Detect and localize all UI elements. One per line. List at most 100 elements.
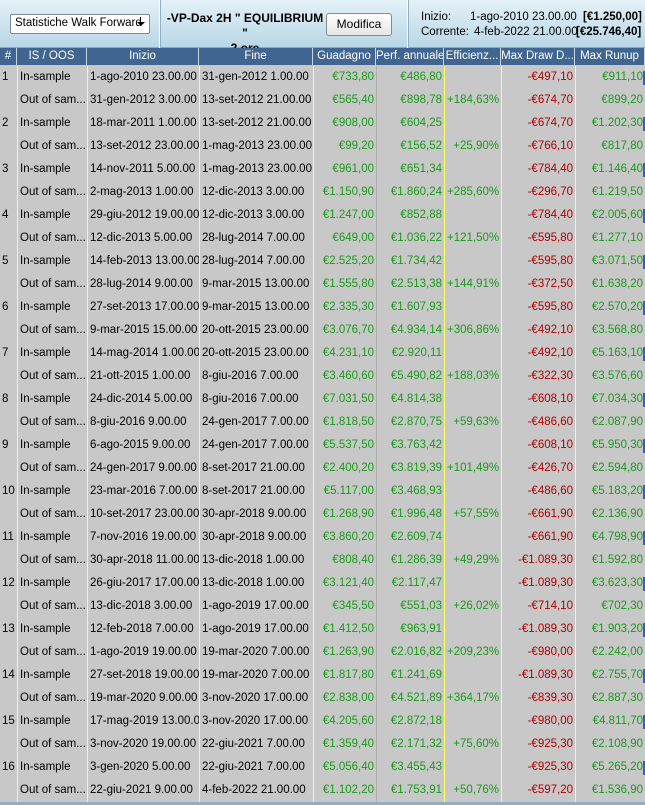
start-date: 23-mar-2016 7.00.00 bbox=[87, 480, 199, 503]
max-drawdown: -€497,10 bbox=[501, 66, 575, 89]
table-row[interactable]: 13 In-sample 12-feb-2018 7.00.00 1-ago-2019… bbox=[0, 618, 645, 641]
column-header[interactable]: Guadagno bbox=[313, 48, 376, 65]
column-header[interactable]: Inizio bbox=[87, 48, 199, 65]
annual-perf: €3.455,43 bbox=[376, 756, 444, 779]
row-number: 13 bbox=[2, 623, 15, 635]
row-number: 16 bbox=[2, 761, 15, 773]
table-row[interactable]: 11 In-sample 7-nov-2016 19.00.00 30-apr-201… bbox=[0, 526, 645, 549]
column-header[interactable]: Max Runup bbox=[575, 48, 645, 65]
efficiency bbox=[444, 664, 501, 687]
column-header[interactable]: Efficienz... bbox=[444, 48, 501, 65]
table-row[interactable]: Out of sam... 19-mar-2020 9.00.00 3-nov-20… bbox=[0, 687, 645, 710]
modify-button[interactable]: Modifica bbox=[326, 13, 392, 36]
annual-perf: €3.819,39 bbox=[376, 457, 444, 480]
sample-type: In-sample bbox=[17, 480, 87, 503]
efficiency: +364,17% bbox=[444, 687, 501, 710]
profit: €5.117,00 bbox=[313, 480, 376, 503]
table-row[interactable]: 9 In-sample 6-ago-2015 9.00.00 24-gen-2017 … bbox=[0, 434, 645, 457]
max-drawdown: -€608,10 bbox=[501, 388, 575, 411]
table-row[interactable]: 14 In-sample 27-set-2018 19.00.00 19-mar-20… bbox=[0, 664, 645, 687]
row-number bbox=[0, 365, 17, 388]
sample-type: Out of sam... bbox=[17, 135, 87, 158]
start-date: 1-ago-2010 23.00.00 bbox=[87, 66, 199, 89]
table-row[interactable]: 7 In-sample 14-mag-2014 1.00.00 20-ott-2015… bbox=[0, 342, 645, 365]
annual-perf: €486,80 bbox=[376, 66, 444, 89]
column-header[interactable]: IS / OOS bbox=[17, 48, 87, 65]
end-date: 28-lug-2014 7.00.00 bbox=[199, 250, 313, 273]
annual-perf: €2.117,47 bbox=[376, 572, 444, 595]
profit: €5.537,50 bbox=[313, 434, 376, 457]
sample-type: Out of sam... bbox=[17, 549, 87, 572]
max-runup: €3.071,50 bbox=[575, 250, 645, 273]
annual-perf: €4.814,38 bbox=[376, 388, 444, 411]
row-marker bbox=[643, 117, 645, 131]
column-header[interactable]: # bbox=[0, 48, 17, 65]
table-row[interactable]: Out of sam... 28-lug-2014 9.00.00 9-mar-20… bbox=[0, 273, 645, 296]
end-date: 9-mar-2015 13.00.00 bbox=[199, 296, 313, 319]
row-number: 3 bbox=[2, 163, 9, 175]
table-row[interactable]: 10 In-sample 23-mar-2016 7.00.00 8-set-2017… bbox=[0, 480, 645, 503]
efficiency bbox=[444, 480, 501, 503]
table-row[interactable]: Out of sam... 9-mar-2015 15.00.00 20-ott-2… bbox=[0, 319, 645, 342]
annual-perf: €651,34 bbox=[376, 158, 444, 181]
start-date: 10-set-2017 23.00.00 bbox=[87, 503, 199, 526]
end-date: 13-set-2012 21.00.00 bbox=[199, 89, 313, 112]
table-row[interactable]: 8 In-sample 24-dic-2014 5.00.00 8-giu-2016 … bbox=[0, 388, 645, 411]
profit: €1.263,90 bbox=[313, 641, 376, 664]
end-date: 8-set-2017 21.00.00 bbox=[199, 480, 313, 503]
table-row[interactable]: 5 In-sample 14-feb-2013 13.00.00 28-lug-201… bbox=[0, 250, 645, 273]
profit: €2.525,20 bbox=[313, 250, 376, 273]
annual-perf: €2.513,38 bbox=[376, 273, 444, 296]
table-row[interactable]: 16 In-sample 3-gen-2020 5.00.00 22-giu-2021… bbox=[0, 756, 645, 779]
sample-type: Out of sam... bbox=[17, 503, 87, 526]
column-header[interactable]: Perf. annuale bbox=[376, 48, 444, 65]
table-row[interactable]: 3 In-sample 14-nov-2011 5.00.00 1-mag-2013 … bbox=[0, 158, 645, 181]
table-row[interactable]: Out of sam... 13-dic-2018 3.00.00 1-ago-20… bbox=[0, 595, 645, 618]
start-date: 13-set-2012 23.00.00 bbox=[87, 135, 199, 158]
row-number bbox=[0, 779, 17, 802]
table-row[interactable]: Out of sam... 31-gen-2012 3.00.00 13-set-2… bbox=[0, 89, 645, 112]
max-drawdown: -€486,60 bbox=[501, 480, 575, 503]
start-label: Inizio: bbox=[421, 11, 452, 23]
annual-perf: €3.763,42 bbox=[376, 434, 444, 457]
annual-perf: €2.872,18 bbox=[376, 710, 444, 733]
annual-perf: €604,25 bbox=[376, 112, 444, 135]
table-row[interactable]: 4 In-sample 29-giu-2012 19.00.00 12-dic-201… bbox=[0, 204, 645, 227]
sample-type: In-sample bbox=[17, 710, 87, 733]
view-dropdown[interactable]: Statistiche Walk Forward bbox=[10, 14, 150, 34]
table-row[interactable]: Out of sam... 22-giu-2021 9.00.00 4-feb-20… bbox=[0, 779, 645, 802]
table-row[interactable]: Out of sam... 30-apr-2018 11.00.00 13-dic-… bbox=[0, 549, 645, 572]
start-date: 28-lug-2014 9.00.00 bbox=[87, 273, 199, 296]
column-header[interactable]: Max Draw D... bbox=[501, 48, 575, 65]
end-date: 30-apr-2018 9.00.00 bbox=[199, 503, 313, 526]
max-runup: €3.568,80 bbox=[575, 319, 645, 342]
row-number bbox=[0, 273, 17, 296]
max-runup: €899,20 bbox=[575, 89, 645, 112]
row-number: 7 bbox=[2, 347, 9, 359]
table-row[interactable]: Out of sam... 13-set-2012 23.00.00 1-mag-2… bbox=[0, 135, 645, 158]
end-date: 8-giu-2016 7.00.00 bbox=[199, 365, 313, 388]
table-row[interactable]: 1 In-sample 1-ago-2010 23.00.00 31-gen-2012… bbox=[0, 66, 645, 89]
efficiency bbox=[444, 618, 501, 641]
efficiency bbox=[444, 710, 501, 733]
efficiency bbox=[444, 66, 501, 89]
max-drawdown: -€296,70 bbox=[501, 181, 575, 204]
row-marker bbox=[643, 439, 645, 453]
efficiency: +209,23% bbox=[444, 641, 501, 664]
table-row[interactable]: 12 In-sample 26-giu-2017 17.00.00 13-dic-20… bbox=[0, 572, 645, 595]
table-row[interactable]: Out of sam... 3-nov-2020 19.00.00 22-giu-2… bbox=[0, 733, 645, 756]
table-row[interactable]: Out of sam... 21-ott-2015 1.00.00 8-giu-20… bbox=[0, 365, 645, 388]
table-row[interactable]: Out of sam... 1-ago-2019 19.00.00 19-mar-2… bbox=[0, 641, 645, 664]
table-row[interactable]: 2 In-sample 18-mar-2011 1.00.00 13-set-2012… bbox=[0, 112, 645, 135]
table-row[interactable]: 15 In-sample 17-mag-2019 13.00.00 3-nov-202… bbox=[0, 710, 645, 733]
table-row[interactable]: Out of sam... 2-mag-2013 1.00.00 12-dic-20… bbox=[0, 181, 645, 204]
table-row[interactable]: Out of sam... 24-gen-2017 9.00.00 8-set-20… bbox=[0, 457, 645, 480]
profit: €2.838,00 bbox=[313, 687, 376, 710]
start-date: 12-dic-2013 5.00.00 bbox=[87, 227, 199, 250]
table-row[interactable]: Out of sam... 10-set-2017 23.00.00 30-apr-… bbox=[0, 503, 645, 526]
table-row[interactable]: Out of sam... 12-dic-2013 5.00.00 28-lug-2… bbox=[0, 227, 645, 250]
table-row[interactable]: 6 In-sample 27-set-2013 17.00.00 9-mar-2015… bbox=[0, 296, 645, 319]
max-runup: €702,30 bbox=[575, 595, 645, 618]
column-header[interactable]: Fine bbox=[199, 48, 313, 65]
table-row[interactable]: Out of sam... 8-giu-2016 9.00.00 24-gen-20… bbox=[0, 411, 645, 434]
